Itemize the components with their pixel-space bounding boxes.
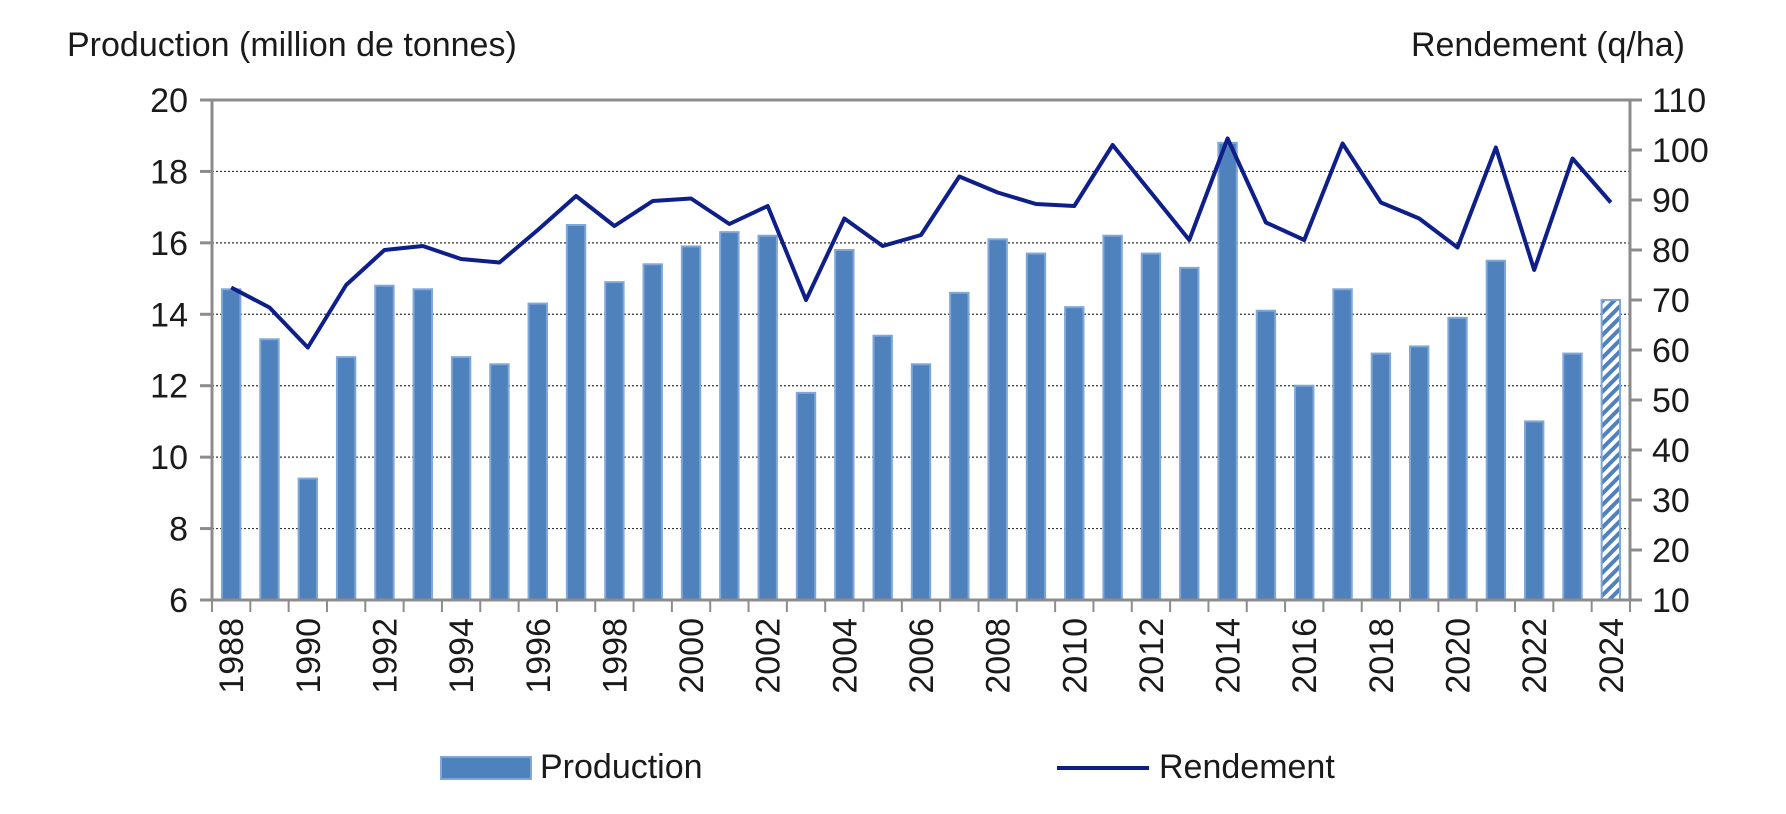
legend-rendement: Rendement: [1057, 748, 1335, 787]
xtick-1998: 1998: [596, 618, 634, 694]
xtick-2006: 2006: [903, 618, 941, 694]
xtick-2014: 2014: [1210, 618, 1248, 694]
bar-1995: [489, 363, 510, 601]
xtick-2020: 2020: [1440, 618, 1478, 694]
ytick-right-20: 20: [1652, 532, 1690, 570]
legend-rendement-swatch: [1057, 765, 1149, 770]
ytick-left-6: 6: [169, 582, 188, 620]
legend-production: Production: [440, 748, 703, 787]
xtick-2010: 2010: [1056, 618, 1094, 694]
ytick-left-16: 16: [150, 225, 188, 263]
bar-1999: [642, 263, 663, 601]
bar-1993: [412, 288, 433, 601]
bar-1989: [259, 338, 280, 601]
bar-2020: [1447, 316, 1468, 601]
axes: [200, 98, 1642, 612]
legend-production-label: Production: [540, 748, 703, 786]
ytick-left-8: 8: [169, 511, 188, 549]
bar-2018: [1370, 352, 1392, 602]
xtick-2000: 2000: [673, 618, 711, 694]
bar-2004: [834, 249, 855, 601]
ytick-right-70: 70: [1652, 282, 1690, 320]
ytick-left-18: 18: [150, 153, 188, 191]
xtick-2004: 2004: [826, 618, 864, 694]
bar-2006: [910, 363, 932, 601]
xtick-1990: 1990: [290, 618, 328, 694]
bar-2011: [1102, 234, 1123, 601]
ytick-right-60: 60: [1652, 332, 1690, 370]
bar-2010: [1064, 306, 1085, 601]
bar-2022: [1523, 420, 1545, 601]
bar-1998: [604, 281, 625, 601]
xtick-1988: 1988: [213, 618, 251, 694]
xtick-2016: 2016: [1286, 618, 1324, 694]
bar-1996: [527, 302, 548, 601]
xtick-2008: 2008: [980, 618, 1018, 694]
bar-1997: [565, 224, 587, 601]
bar-2017: [1332, 288, 1353, 601]
bar-1994: [450, 356, 472, 601]
ytick-right-40: 40: [1652, 432, 1690, 470]
xtick-2022: 2022: [1516, 618, 1554, 694]
bar-2008: [987, 238, 1008, 602]
xtick-1992: 1992: [366, 618, 404, 694]
rendement-line-group: [230, 136, 1613, 350]
legend-production-swatch: [440, 755, 532, 780]
bar-1988: [220, 288, 242, 601]
xtick-2002: 2002: [750, 618, 788, 694]
bar-2015: [1255, 309, 1277, 601]
xtick-1996: 1996: [520, 618, 558, 694]
bar-2014: [1217, 141, 1238, 601]
ytick-right-80: 80: [1652, 232, 1690, 270]
bar-2021: [1485, 259, 1507, 601]
bar-2012: [1140, 252, 1162, 601]
ytick-left-20: 20: [150, 82, 188, 120]
bar-2002: [757, 234, 778, 601]
legend-rendement-label: Rendement: [1159, 748, 1335, 786]
bar-2019: [1409, 345, 1430, 601]
ytick-left-14: 14: [150, 296, 188, 334]
bar-2023: [1562, 352, 1583, 602]
ytick-left-10: 10: [150, 439, 188, 477]
xtick-2024: 2024: [1593, 618, 1631, 694]
bar-2024: [1600, 299, 1622, 601]
ytick-right-30: 30: [1652, 482, 1690, 520]
y-axis-right-label: Rendement (q/ha): [1410, 26, 1685, 64]
y-axis-left-label: Production (million de tonnes): [67, 26, 517, 64]
bar-1992: [374, 284, 395, 601]
ytick-right-110: 110: [1652, 82, 1706, 120]
ytick-right-90: 90: [1652, 182, 1690, 220]
bar-1990: [297, 477, 319, 602]
ytick-right-10: 10: [1652, 582, 1690, 620]
xtick-1994: 1994: [443, 618, 481, 694]
tick-labels: 6810121416182010203040506070809010011019…: [150, 82, 1709, 694]
bar-2013: [1179, 266, 1200, 601]
bar-2005: [872, 334, 893, 601]
xtick-2012: 2012: [1133, 618, 1171, 694]
bar-2000: [680, 245, 702, 602]
ytick-right-100: 100: [1652, 132, 1709, 170]
ytick-right-50: 50: [1652, 382, 1690, 420]
bar-2007: [949, 291, 970, 601]
bar-2009: [1025, 252, 1047, 601]
bar-2001: [719, 231, 740, 601]
ytick-left-12: 12: [150, 368, 188, 406]
bar-2016: [1294, 384, 1315, 602]
xtick-2018: 2018: [1363, 618, 1401, 694]
production-bars: [220, 141, 1622, 602]
bar-2003: [795, 391, 817, 601]
bar-1991: [335, 356, 357, 601]
